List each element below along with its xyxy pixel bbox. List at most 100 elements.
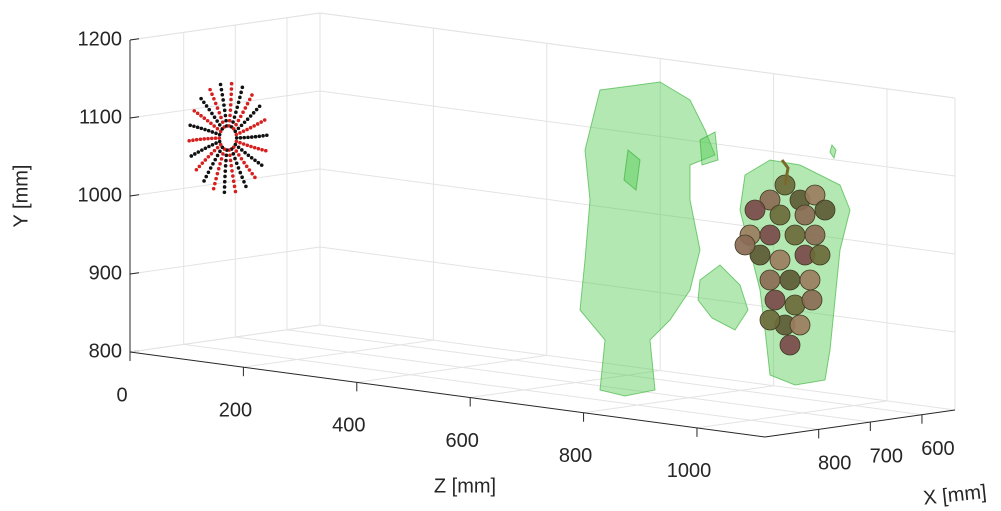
grid-line (184, 344, 819, 429)
scene-point (201, 161, 205, 165)
scene-point (260, 163, 264, 167)
scene-point (199, 137, 203, 141)
scene-point (221, 93, 225, 97)
z-tick-label: 800 (559, 445, 592, 467)
scene-point (243, 121, 247, 125)
scene-point (252, 124, 256, 128)
scene-point (232, 152, 236, 156)
scene-point (237, 119, 241, 123)
scene-point (237, 166, 241, 170)
scene-point (204, 175, 208, 179)
z-tick-label: 1000 (667, 460, 712, 482)
scene-point (224, 159, 228, 163)
scene-point (195, 138, 199, 142)
scene-point (232, 179, 236, 183)
surface (698, 265, 748, 330)
scene-point (243, 151, 247, 155)
scene-point (256, 122, 260, 126)
scene-point (240, 148, 244, 152)
scene-point (223, 175, 227, 179)
scene-point (217, 167, 221, 171)
surface (580, 82, 715, 396)
tick-mark (130, 273, 139, 274)
scene-point (218, 162, 222, 166)
scene-point (215, 119, 219, 123)
grape (810, 245, 830, 265)
grape (770, 250, 790, 270)
scene-point (218, 123, 222, 127)
grape (802, 290, 822, 310)
scene-point (238, 96, 242, 100)
scene-point (240, 124, 244, 128)
scene-point (206, 119, 210, 123)
grid-line (130, 325, 320, 352)
scene-point (205, 104, 209, 108)
scene-point (237, 127, 241, 131)
grape (785, 225, 805, 245)
scene-point (252, 111, 256, 115)
z-tick-label: 0 (116, 384, 127, 406)
scene-point (242, 180, 246, 184)
scene-point (235, 105, 239, 109)
scene-point (222, 103, 226, 107)
scene-point (249, 145, 253, 149)
scene-point (233, 115, 237, 119)
scene-point (245, 128, 249, 132)
scene-point (229, 103, 233, 107)
grid-line (243, 340, 433, 367)
scene-point (265, 133, 269, 137)
scene-point (244, 185, 248, 189)
scene-point (231, 174, 235, 178)
scene-point (239, 115, 243, 119)
z-axis-label: Z [mm] (434, 475, 496, 497)
scene-point (248, 98, 252, 102)
grape (790, 315, 810, 335)
scene-point (238, 171, 242, 175)
scene-point (254, 135, 258, 139)
scene-point (191, 138, 195, 142)
scene-point (242, 142, 246, 146)
scene-point (248, 168, 252, 172)
scene-point (225, 154, 229, 158)
scene-point (253, 146, 257, 150)
scene-point (207, 129, 211, 133)
scene-point (230, 87, 234, 91)
scene-point (199, 114, 203, 118)
scene-point (207, 108, 211, 112)
scene-point (229, 159, 233, 163)
scene-point (249, 114, 253, 118)
scene-point (228, 114, 232, 118)
scene-point (229, 108, 233, 112)
grape (800, 270, 820, 290)
scene-point (242, 129, 246, 133)
scene-point (213, 115, 217, 119)
scene-point (192, 109, 196, 113)
scene-point (234, 110, 238, 114)
scene-point (250, 172, 254, 176)
scene-point (224, 164, 228, 168)
scene-point (257, 147, 261, 151)
scene-point (202, 137, 206, 141)
scene-point (221, 120, 225, 124)
grape (780, 270, 800, 290)
scene-point (246, 117, 250, 121)
y-tick-label: 900 (89, 262, 122, 284)
scene-point (203, 116, 207, 120)
scene-point (202, 100, 206, 104)
scene-point (206, 137, 210, 141)
scene-point (230, 82, 234, 86)
scene-point (223, 190, 227, 194)
y-tick-label: 1200 (78, 28, 123, 50)
scene-point (210, 92, 214, 96)
scene-point (224, 114, 228, 118)
scene-point (218, 150, 222, 154)
scene-point (237, 153, 241, 157)
scene-point (216, 127, 220, 131)
scene-point (218, 140, 222, 144)
scene-point (229, 93, 233, 97)
scene-point (195, 168, 199, 172)
grape (795, 205, 815, 225)
scene-point (223, 185, 227, 189)
y-axis-label: Y [mm] (10, 165, 32, 228)
scene-point (198, 165, 202, 169)
